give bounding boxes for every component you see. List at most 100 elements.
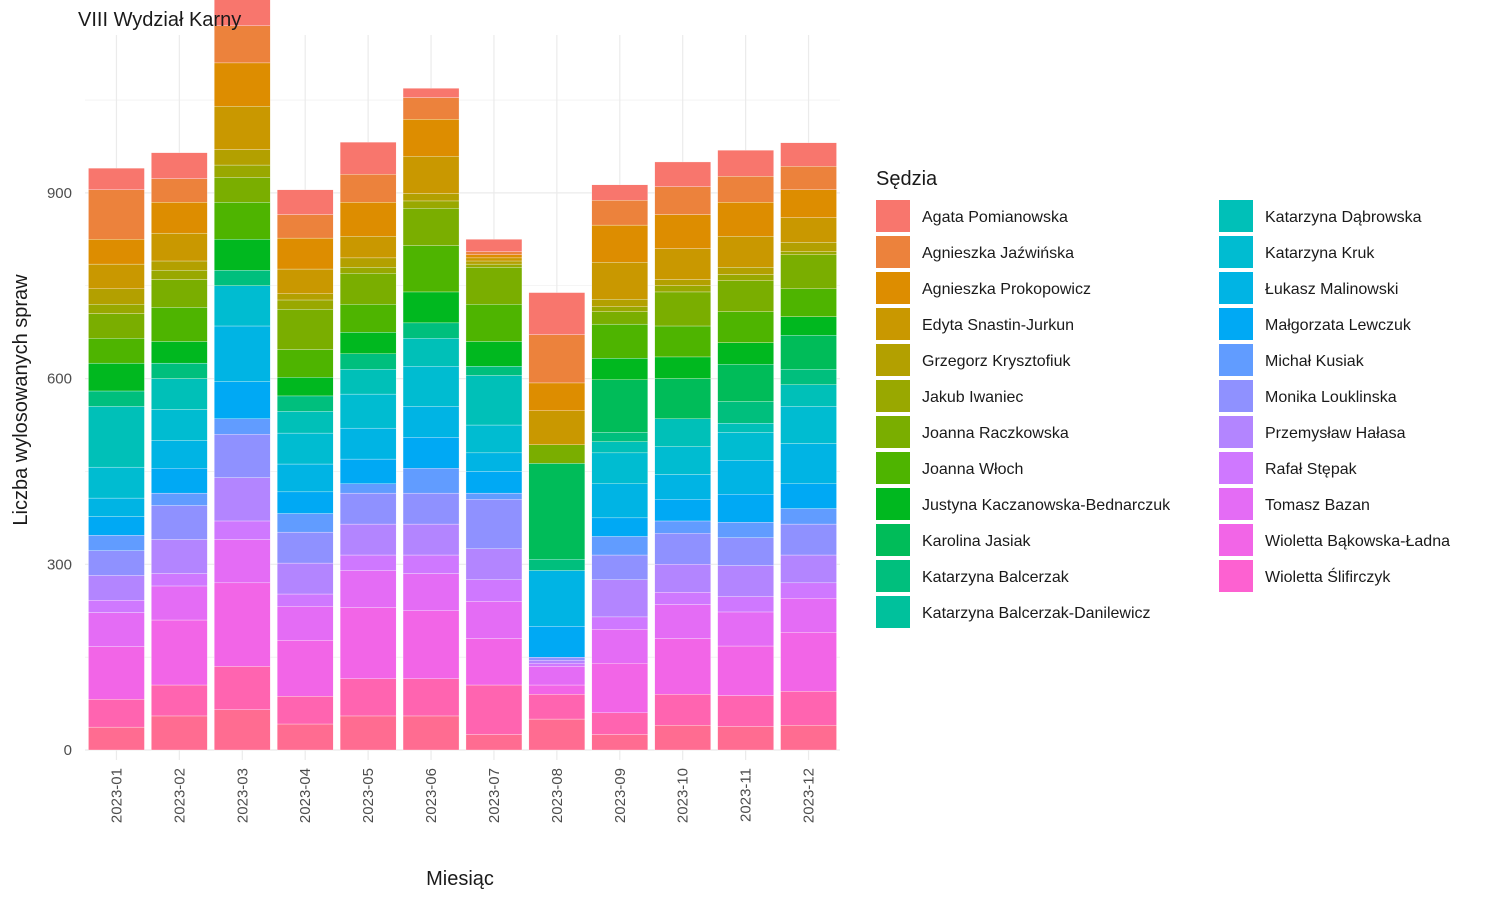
bar-segment <box>339 267 397 274</box>
legend-swatch <box>1219 416 1253 448</box>
bar-segment <box>780 166 837 190</box>
bar-segment <box>591 379 648 433</box>
legend-item: Katarzyna Balcerzak-Danilewicz <box>876 596 1151 628</box>
bar-segment <box>214 539 271 584</box>
bar-segment <box>465 548 523 580</box>
bar-segment <box>654 356 711 379</box>
x-tick-labels: 2023-01 2023-02 2023-03 2023-04 2023-05 2023-… <box>108 768 817 823</box>
bar-segment <box>528 666 586 686</box>
bar-segment <box>528 444 586 464</box>
legend-item: Tomasz Bazan <box>1219 488 1370 520</box>
bar-segment <box>465 251 523 255</box>
bar-segment <box>717 342 774 365</box>
bar-segment <box>465 263 523 268</box>
bar-segment <box>654 604 711 639</box>
bar-segment <box>465 267 523 305</box>
legend-swatch <box>876 488 910 520</box>
bar-segment <box>339 174 397 203</box>
bar-segment <box>717 423 774 433</box>
bar-segment <box>339 554 397 571</box>
bar-segment <box>780 217 837 243</box>
bar-segment <box>339 678 397 717</box>
bar-segment <box>214 285 271 327</box>
bar-segment <box>214 149 271 166</box>
legend-swatch <box>876 200 910 232</box>
legend-item: Małgorzata Lewczuk <box>1219 308 1412 340</box>
bar-segment <box>214 25 271 64</box>
bar-segment <box>88 612 145 647</box>
bar-segment <box>465 684 523 735</box>
bar-segment <box>339 141 397 175</box>
legend-swatch <box>876 272 910 304</box>
bar-segment <box>717 364 774 402</box>
bar-segment <box>591 536 648 556</box>
legend-item: Wioletta Bąkowska-Ładna <box>1219 524 1450 556</box>
bar-segment <box>402 610 460 679</box>
bar-segment <box>339 607 397 679</box>
bar-segment <box>88 239 145 265</box>
legend-item: Agata Pomianowska <box>876 200 1068 232</box>
bar-segment <box>151 585 208 621</box>
bar-segment <box>654 499 711 522</box>
legend-label: Justyna Kaczanowska-Bednarczuk <box>922 497 1171 514</box>
bar-segment <box>465 375 523 426</box>
bar-segment <box>214 62 271 107</box>
legend-label: Agata Pomianowska <box>922 209 1068 226</box>
bar-segment <box>654 214 711 249</box>
bar-segment <box>277 237 334 270</box>
bar-segment <box>88 535 145 551</box>
bar-segment <box>402 366 460 407</box>
bar-segment <box>214 709 271 751</box>
bar-segment <box>88 575 145 601</box>
legend-swatch <box>1219 452 1253 484</box>
bar-segment <box>151 378 208 410</box>
legend-item: Grzegorz Krysztofiuk <box>876 344 1071 376</box>
bar-segment <box>780 483 837 509</box>
legend-item: Wioletta Ślifirczyk <box>1219 560 1391 592</box>
x-tick-label: 2023-07 <box>486 768 503 823</box>
bar-segment <box>654 418 711 447</box>
bar-segment <box>88 600 145 613</box>
bar-segment <box>591 299 648 307</box>
legend-item: Łukasz Malinowski <box>1219 272 1398 304</box>
bar-segment <box>402 715 460 751</box>
bar-segment <box>465 471 523 494</box>
bar-segment <box>465 366 523 376</box>
bar-segment <box>591 262 648 300</box>
bar-segment <box>591 323 648 359</box>
bar-segment <box>151 539 208 574</box>
legend-swatch <box>1219 272 1253 304</box>
legend-label: Wioletta Bąkowska-Ładna <box>1265 533 1450 550</box>
bar-segment <box>402 208 460 246</box>
bar-segment <box>780 508 837 525</box>
bar-segment <box>465 239 523 252</box>
bar-segment <box>717 645 774 696</box>
legend-item: Rafał Stępak <box>1219 452 1358 484</box>
bar-segment <box>339 202 397 237</box>
bars <box>88 0 837 751</box>
bar-segment <box>339 353 397 370</box>
legend-label: Grzegorz Krysztofiuk <box>922 353 1071 370</box>
bar-segment <box>465 579 523 602</box>
legend-item: Monika Louklinska <box>1219 380 1397 412</box>
bar-segment <box>717 267 774 275</box>
bar-segment <box>214 520 271 540</box>
bar-segment <box>780 523 837 556</box>
bar-segment <box>214 434 271 478</box>
bar-segment <box>780 288 837 317</box>
bar-segment <box>151 362 208 379</box>
bar-segment <box>88 167 145 190</box>
bar-segment <box>151 409 208 441</box>
bar-segment <box>654 161 711 187</box>
legend-label: Przemysław Hałasa <box>1265 425 1406 442</box>
bar-segment <box>465 499 523 549</box>
legend-label: Katarzyna Kruk <box>1265 245 1375 262</box>
bar-segment <box>654 446 711 475</box>
bar-segment <box>151 279 208 308</box>
bar-segment <box>780 598 837 633</box>
bar-segment <box>402 193 460 202</box>
bar-segment <box>277 293 334 301</box>
bar-segment <box>717 522 774 538</box>
bar-segment <box>88 304 145 314</box>
